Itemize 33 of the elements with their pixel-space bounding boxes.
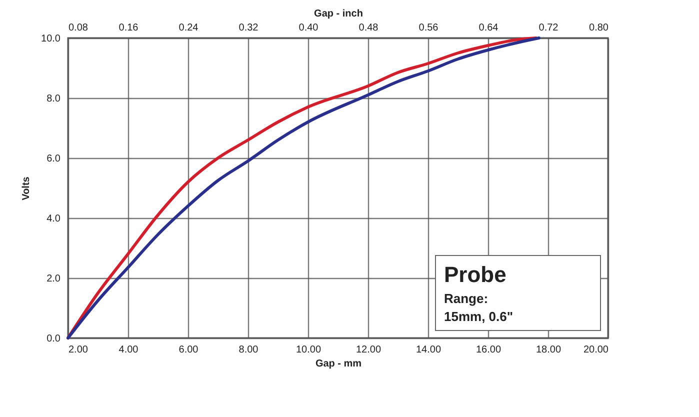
y-tick-label: 10.0: [41, 34, 61, 44]
x2-tick-label: 0.24: [178, 22, 199, 34]
y-axis-title: Volts: [21, 176, 32, 200]
x2-tick-label: 0.40: [298, 22, 319, 34]
x2-tick-label: 0.72: [538, 22, 559, 34]
x-tick-label: 10.00: [296, 344, 322, 356]
annotation: Range:: [444, 291, 490, 306]
x2-tick-label: 0.32: [238, 22, 259, 34]
y-tick-label: 6.0: [46, 154, 61, 164]
x-tick-label: 4.00: [118, 344, 139, 356]
x-tick-label: 6.00: [178, 344, 199, 356]
x2-tick-label: 0.56: [418, 22, 439, 34]
x2-tick-label: 0.16: [118, 22, 139, 34]
x2-tick-label: 0.48: [358, 22, 379, 34]
note-box: Probe Range: 15mm, 0.6": [435, 255, 601, 331]
x-tick-label: 8.00: [238, 344, 259, 356]
x-tick-label: 2.00: [68, 344, 88, 356]
x-tick-label: 12.00: [356, 344, 382, 356]
x-axis-title: Gap - mm: [315, 358, 362, 370]
y-tick-label: 4.0: [46, 214, 61, 224]
x-tick-label: 14.00: [416, 344, 442, 356]
x2-tick-label: 0.80: [589, 22, 609, 34]
x-tick-label: 16.00: [476, 344, 502, 356]
x-tick-label: 20.00: [583, 344, 609, 356]
y-tick-label: 2.0: [46, 274, 61, 284]
y-tick-label: 8.0: [46, 94, 61, 104]
y-tick-label: 0.0: [46, 334, 61, 344]
annotation: 15mm, 0.6": [444, 309, 514, 324]
annotation: Probe: [444, 262, 508, 288]
x2-tick-label: 0.08: [68, 22, 88, 34]
x2-tick-label: 0.64: [478, 22, 499, 34]
x2-axis-title: Gap - inch: [314, 8, 363, 20]
x-tick-label: 18.00: [536, 344, 562, 356]
